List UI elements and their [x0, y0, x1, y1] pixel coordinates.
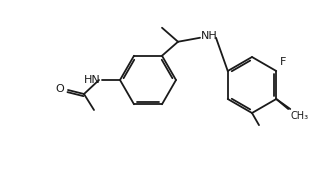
Text: O: O: [55, 84, 64, 94]
Text: NH: NH: [201, 31, 218, 41]
Text: F: F: [280, 57, 287, 67]
Text: HN: HN: [84, 75, 101, 85]
Text: CH₃: CH₃: [290, 111, 308, 121]
